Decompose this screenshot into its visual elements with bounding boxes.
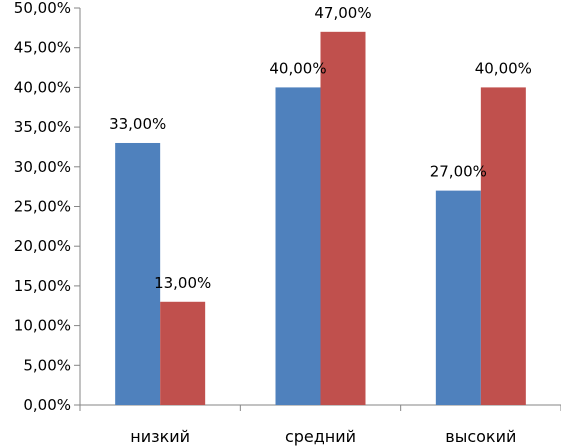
bars	[115, 31, 526, 406]
bar-series-2-низкий	[160, 301, 206, 405]
x-axis: низкий средний высокий	[79, 404, 561, 446]
y-tick-label: 15,00%	[14, 277, 71, 295]
data-label-series-2: 47,00%	[314, 4, 371, 22]
bar-series-2-средний	[320, 31, 366, 405]
data-label-series-1: 27,00%	[430, 163, 487, 181]
y-tick-label: 0,00%	[23, 396, 71, 414]
category-label: низкий	[130, 427, 190, 446]
bar-series-1-средний	[275, 87, 321, 406]
y-tick-label: 5,00%	[23, 356, 71, 374]
bar-series-1-низкий	[115, 142, 161, 406]
y-axis: 0,00% 5,00% 10,00% 15,00% 20,00% 25,00% 30,00%…	[14, 0, 81, 414]
data-label-series-1: 33,00%	[109, 115, 166, 133]
bar-series-2-высокий	[480, 87, 526, 406]
y-tick-label: 40,00%	[14, 78, 71, 96]
category-label: высокий	[445, 427, 516, 446]
bar-series-1-высокий	[435, 190, 481, 405]
y-tick-label: 10,00%	[14, 317, 71, 335]
y-tick-label: 45,00%	[14, 39, 71, 57]
y-tick-label: 35,00%	[14, 118, 71, 136]
data-label-series-2: 40,00%	[475, 59, 532, 77]
y-tick-label: 25,00%	[14, 198, 71, 216]
data-label-series-2: 13,00%	[154, 274, 211, 292]
y-tick-label: 30,00%	[14, 158, 71, 176]
data-labels: 33,00% 13,00% 40,00% 47,00% 27,00% 40,00%	[109, 4, 532, 292]
y-tick-label: 50,00%	[14, 0, 71, 17]
category-label: средний	[285, 427, 356, 446]
data-label-series-1: 40,00%	[269, 59, 326, 77]
y-tick-label: 20,00%	[14, 237, 71, 255]
